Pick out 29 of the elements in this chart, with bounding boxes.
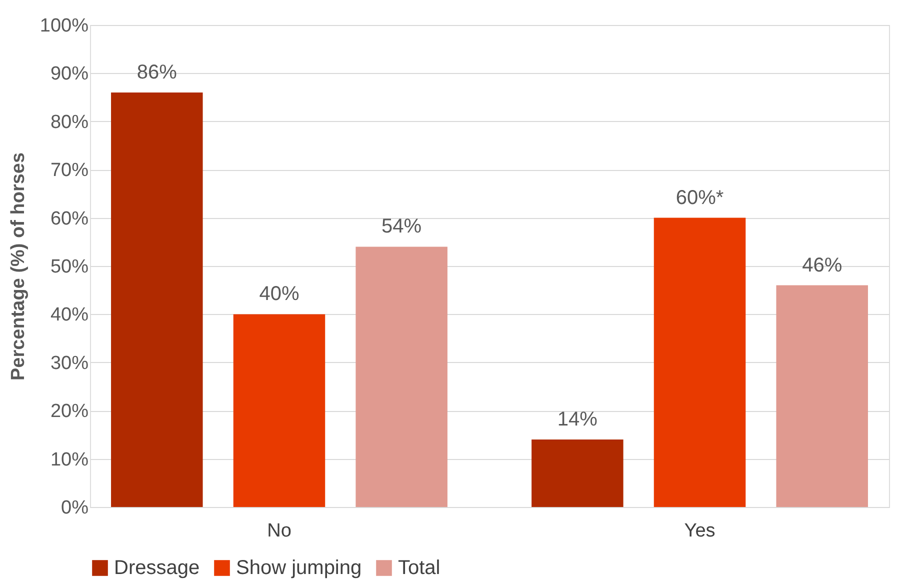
bar bbox=[233, 314, 326, 507]
bar bbox=[532, 440, 624, 507]
bar bbox=[654, 218, 746, 507]
y-tick-label: 50% bbox=[50, 256, 89, 278]
y-tick-label: 90% bbox=[50, 64, 89, 85]
y-tick-label: 10% bbox=[50, 449, 89, 470]
y-axis-title: Percentage (%) of horses bbox=[8, 152, 29, 381]
data-label: 86% bbox=[136, 61, 178, 84]
data-label: 60%* bbox=[676, 186, 724, 209]
y-tick-label: 40% bbox=[50, 304, 89, 326]
y-tick-label: 80% bbox=[50, 112, 89, 133]
bar bbox=[356, 246, 448, 507]
x-tick-label: No bbox=[267, 520, 292, 542]
y-tick-label: 0% bbox=[61, 498, 89, 518]
x-tick-label: Yes bbox=[684, 520, 716, 542]
y-tick-label: 100% bbox=[40, 16, 89, 36]
legend-label: Show jumping bbox=[236, 557, 362, 579]
y-tick-label: 20% bbox=[50, 401, 89, 422]
data-label: 40% bbox=[259, 283, 300, 306]
legend-label: Dressage bbox=[114, 557, 200, 579]
bar bbox=[776, 285, 868, 507]
y-tick-label: 30% bbox=[50, 352, 89, 374]
y-tick-label: 70% bbox=[50, 160, 89, 182]
data-label: 46% bbox=[802, 254, 842, 276]
legend-label: Total bbox=[398, 557, 440, 579]
y-tick-label: 60% bbox=[50, 208, 89, 230]
data-label: 14% bbox=[557, 408, 598, 431]
data-label: 54% bbox=[382, 216, 422, 238]
bar bbox=[111, 92, 203, 507]
